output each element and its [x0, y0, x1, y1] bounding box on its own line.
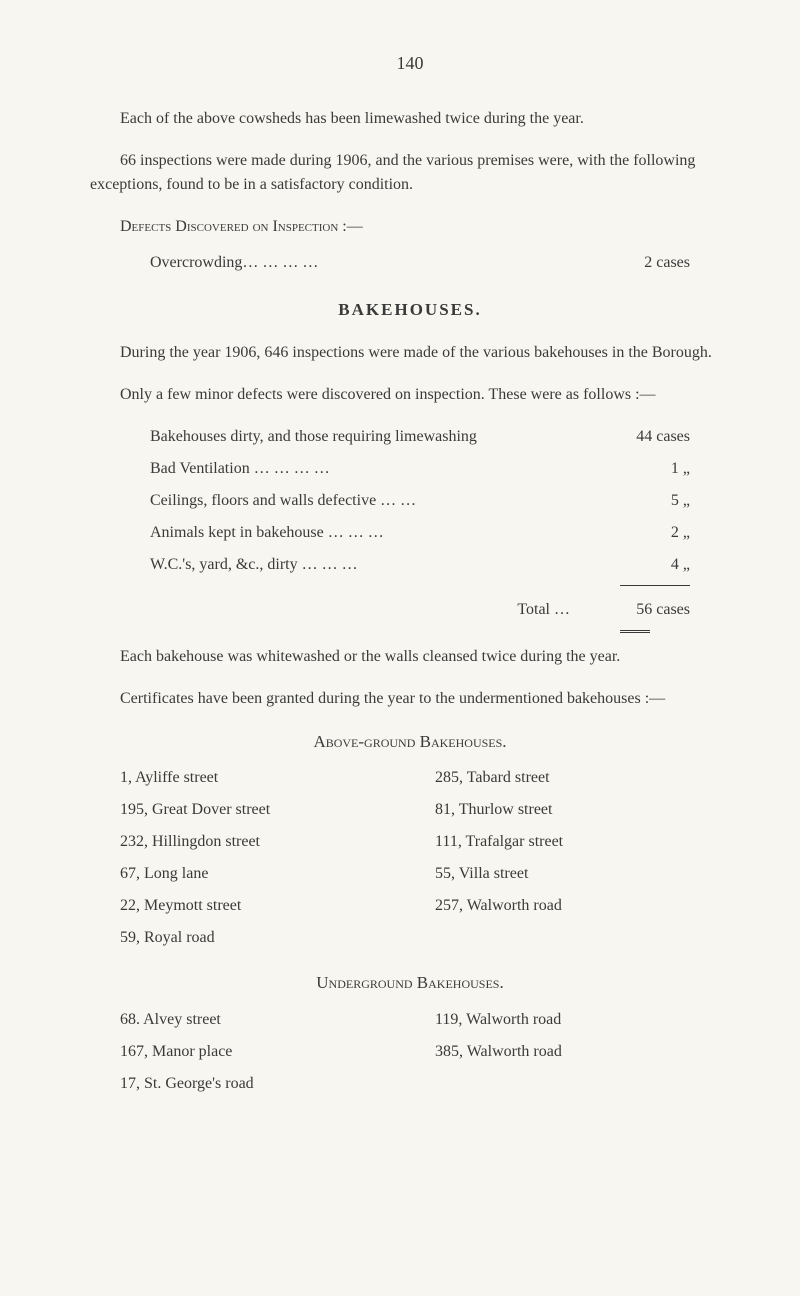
list-item: 68. Alvey street: [120, 1008, 395, 1032]
list-item: 232, Hillingdon street: [120, 830, 395, 854]
list-item: 17, St. George's road: [120, 1072, 395, 1096]
list-item: 81, Thurlow street: [435, 798, 710, 822]
underground-heading: Underground Bakehouses.: [90, 970, 730, 996]
list-item: 167, Manor place: [120, 1040, 395, 1064]
list-item: 1, Ayliffe street: [120, 766, 395, 790]
page-number: 140: [90, 50, 730, 77]
list-item: 385, Walworth road: [435, 1040, 710, 1064]
paragraph-4: Only a few minor defects were discovered…: [90, 383, 730, 407]
list-item: 67, Long lane: [120, 862, 395, 886]
paragraph-3: During the year 1906, 646 inspections we…: [90, 341, 730, 365]
underground-col-right: 119, Walworth road 385, Walworth road: [435, 1008, 710, 1104]
defects-discovered-heading: Defects Discovered on Inspection :—: [90, 215, 730, 239]
total-rule-top: [620, 585, 690, 586]
defect-label: Ceilings, floors and walls defective … …: [150, 489, 416, 513]
list-item: 119, Walworth road: [435, 1008, 710, 1032]
list-item: 22, Meymott street: [120, 894, 395, 918]
defect-label: Bad Ventilation … … … …: [150, 457, 330, 481]
total-row: Total … 56 cases: [90, 598, 730, 622]
total-rule-bottom: [620, 630, 650, 633]
list-item: 285, Tabard street: [435, 766, 710, 790]
defect-label: W.C.'s, yard, &c., dirty … … …: [150, 553, 358, 577]
underground-col-left: 68. Alvey street 167, Manor place 17, St. …: [120, 1008, 395, 1104]
defect-value: 4 „: [610, 553, 690, 577]
defect-row: W.C.'s, yard, &c., dirty … … … 4 „: [90, 553, 730, 577]
total-label: Total …: [150, 598, 610, 622]
list-item: 195, Great Dover street: [120, 798, 395, 822]
paragraph-1: Each of the above cowsheds has been lime…: [90, 107, 730, 131]
defect-row: Animals kept in bakehouse … … … 2 „: [90, 521, 730, 545]
overcrowding-label: Overcrowding… … … …: [150, 251, 318, 275]
above-ground-list: 1, Ayliffe street 195, Great Dover street…: [90, 766, 730, 958]
above-ground-col-left: 1, Ayliffe street 195, Great Dover street…: [120, 766, 395, 958]
list-item: 257, Walworth road: [435, 894, 710, 918]
underground-list: 68. Alvey street 167, Manor place 17, St. …: [90, 1008, 730, 1104]
list-item: 111, Trafalgar street: [435, 830, 710, 854]
defect-label: Bakehouses dirty, and those requiring li…: [150, 425, 477, 449]
defect-row: Bakehouses dirty, and those requiring li…: [90, 425, 730, 449]
above-ground-col-right: 285, Tabard street 81, Thurlow street 111,…: [435, 766, 710, 958]
overcrowding-value: 2 cases: [610, 251, 690, 275]
defect-label: Animals kept in bakehouse … … …: [150, 521, 384, 545]
defect-row: Bad Ventilation … … … … 1 „: [90, 457, 730, 481]
paragraph-5: Each bakehouse was whitewashed or the wa…: [90, 645, 730, 669]
defects-list: Bakehouses dirty, and those requiring li…: [90, 425, 730, 577]
above-ground-heading: Above-ground Bakehouses.: [90, 729, 730, 755]
overcrowding-row: Overcrowding… … … … 2 cases: [90, 251, 730, 275]
list-item: 59, Royal road: [120, 926, 395, 950]
total-value: 56 cases: [610, 598, 690, 622]
defect-row: Ceilings, floors and walls defective … ……: [90, 489, 730, 513]
list-item: 55, Villa street: [435, 862, 710, 886]
defect-value: 1 „: [610, 457, 690, 481]
defect-value: 2 „: [610, 521, 690, 545]
defect-value: 5 „: [610, 489, 690, 513]
defect-value: 44 cases: [610, 425, 690, 449]
paragraph-2: 66 inspections were made during 1906, an…: [90, 149, 730, 197]
bakehouses-heading: BAKEHOUSES.: [90, 297, 730, 323]
paragraph-6: Certificates have been granted during th…: [90, 687, 730, 711]
